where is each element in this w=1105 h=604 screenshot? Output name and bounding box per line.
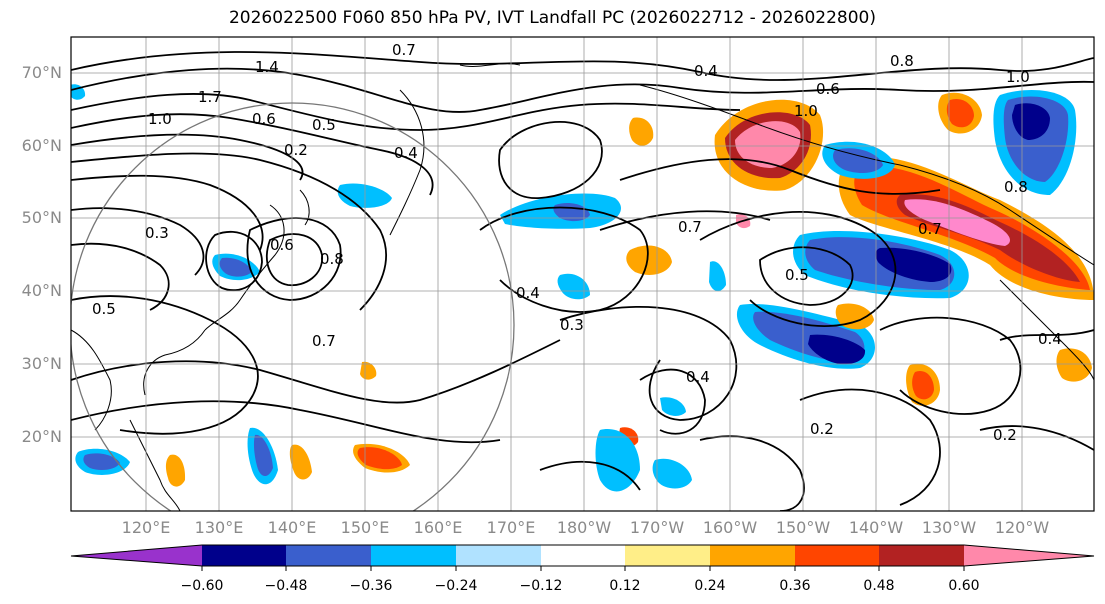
colorbar-swatch bbox=[795, 545, 879, 566]
lat-label: 30°N bbox=[21, 354, 62, 373]
lon-label: 140°W bbox=[848, 518, 904, 537]
contour-label: 0.7 bbox=[918, 220, 942, 238]
coastlines bbox=[71, 63, 1094, 511]
map-border bbox=[70, 36, 1095, 512]
contour-labels: 0.7 1.4 1.0 1.7 0.6 0.5 0.2 0.4 0.3 0.5 … bbox=[92, 41, 1062, 444]
lon-label: 170°W bbox=[629, 518, 685, 537]
colorbar-tick-label: 0.48 bbox=[863, 578, 895, 594]
lon-label: 120°E bbox=[121, 518, 171, 537]
colorbar-tick-label: −0.24 bbox=[434, 578, 478, 594]
colorbar-max-extension bbox=[964, 545, 1094, 566]
lat-label: 50°N bbox=[21, 208, 62, 227]
shaded-anomalies bbox=[71, 84, 1094, 492]
contour-label: 0.4 bbox=[694, 62, 718, 80]
contour-label: 0.4 bbox=[686, 368, 710, 386]
contour-label: 0.6 bbox=[270, 236, 294, 254]
lon-label: 180°W bbox=[556, 518, 612, 537]
contour-label: 0.4 bbox=[516, 284, 540, 302]
contour-label: 0.4 bbox=[394, 144, 418, 162]
lat-label: 40°N bbox=[21, 281, 62, 300]
contour-label: 0.2 bbox=[284, 141, 308, 159]
contour-label: 1.0 bbox=[794, 102, 818, 120]
colorbar-tick-label: 0.36 bbox=[779, 578, 811, 594]
lon-label: 120°W bbox=[994, 518, 1050, 537]
contour-label: 1.0 bbox=[148, 110, 172, 128]
contour-label: 1.7 bbox=[198, 88, 222, 106]
contour-label: 0.8 bbox=[1004, 178, 1028, 196]
colorbar-swatch bbox=[541, 545, 625, 566]
radius-circle bbox=[71, 102, 515, 511]
colorbar-swatch bbox=[879, 545, 964, 566]
lon-label: 160°E bbox=[413, 518, 463, 537]
colorbar-swatch bbox=[456, 545, 541, 566]
lon-label: 160°W bbox=[702, 518, 758, 537]
contour-label: 0.6 bbox=[252, 110, 276, 128]
contour-label: 0.2 bbox=[810, 420, 834, 438]
contour-label: 0.2 bbox=[993, 426, 1017, 444]
contour-label: 0.6 bbox=[816, 80, 840, 98]
lon-label: 130°E bbox=[194, 518, 244, 537]
lat-label: 60°N bbox=[21, 136, 62, 155]
contour-label: 0.8 bbox=[320, 250, 344, 268]
contour-label: 0.8 bbox=[890, 52, 914, 70]
colorbar-swatch bbox=[710, 545, 795, 566]
colorbar-tick-label: 0.24 bbox=[694, 578, 726, 594]
map-title: 2026022500 F060 850 hPa PV, IVT Landfall… bbox=[228, 8, 876, 28]
lon-label: 130°W bbox=[921, 518, 977, 537]
colorbar-tick-label: 0.60 bbox=[948, 578, 980, 594]
colorbar-tick-label: −0.60 bbox=[180, 578, 224, 594]
colorbar-swatch bbox=[202, 545, 286, 566]
contour-label: 0.3 bbox=[560, 316, 584, 334]
colorbar-tick-label: −0.36 bbox=[349, 578, 393, 594]
colorbar-swatch bbox=[625, 545, 710, 566]
lon-label: 140°E bbox=[267, 518, 317, 537]
pv-contours bbox=[71, 51, 1094, 511]
lat-label: 20°N bbox=[21, 427, 62, 446]
colorbar-tick-label: −0.48 bbox=[264, 578, 308, 594]
lon-label: 150°W bbox=[775, 518, 831, 537]
lat-label: 70°N bbox=[21, 63, 62, 82]
contour-label: 0.7 bbox=[392, 41, 416, 59]
lon-label: 170°E bbox=[486, 518, 536, 537]
contour-label: 0.3 bbox=[145, 224, 169, 242]
colorbar-tick-label: 0.12 bbox=[609, 578, 641, 594]
colorbar-tick-label: −0.12 bbox=[519, 578, 563, 594]
colorbar-swatch bbox=[371, 545, 456, 566]
gridlines bbox=[71, 37, 1094, 511]
contour-label: 0.5 bbox=[92, 300, 116, 318]
contour-label: 0.5 bbox=[785, 266, 809, 284]
colorbar bbox=[70, 544, 1095, 571]
lon-label: 150°E bbox=[340, 518, 390, 537]
contour-label: 1.0 bbox=[1006, 68, 1030, 86]
contour-label: 0.7 bbox=[678, 218, 702, 236]
contour-label: 0.4 bbox=[1038, 330, 1062, 348]
contour-label: 0.7 bbox=[312, 332, 336, 350]
contour-label: 0.5 bbox=[312, 116, 336, 134]
colorbar-min-extension bbox=[71, 545, 202, 566]
contour-label: 1.4 bbox=[255, 58, 279, 76]
colorbar-swatch bbox=[286, 545, 371, 566]
